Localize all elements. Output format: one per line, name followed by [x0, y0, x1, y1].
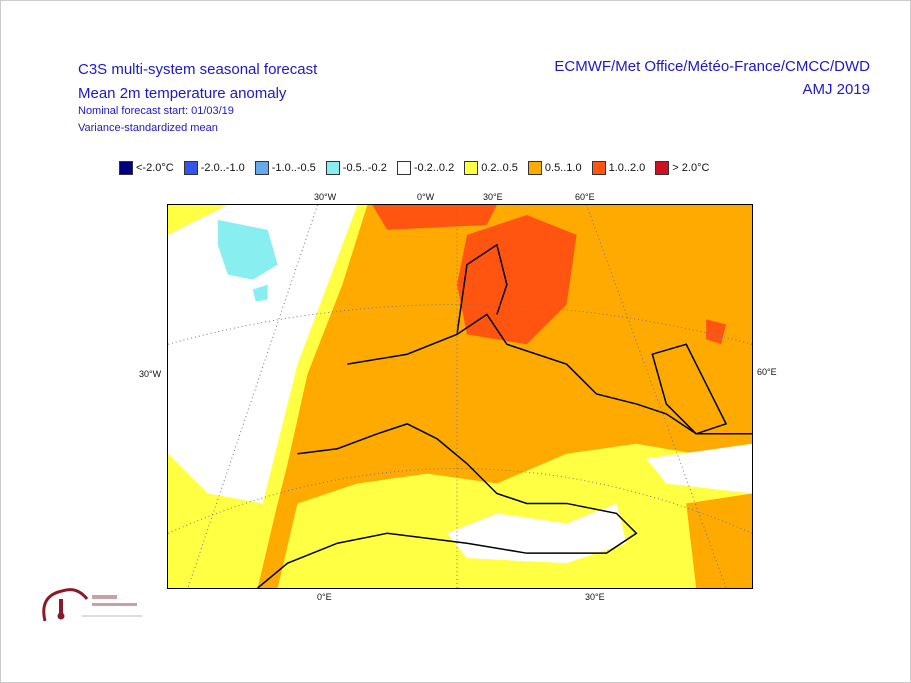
axis-label-bottom: 30°E — [585, 592, 605, 602]
legend-item: -0.5..-0.2 — [325, 161, 387, 175]
legend-swatch — [527, 161, 542, 175]
legend-item: -2.0..-1.0 — [183, 161, 245, 175]
copernicus-climate-logo — [37, 581, 157, 631]
legend: <-2.0°C -2.0..-1.0 -1.0..-0.5 -0.5..-0.2 -0.… — [119, 161, 709, 175]
legend-swatch — [325, 161, 340, 175]
legend-swatch — [655, 161, 670, 175]
method-label: Variance-standardized mean — [78, 122, 218, 134]
legend-swatch — [396, 161, 411, 175]
legend-label: <-2.0°C — [136, 162, 174, 174]
axis-label-top: 30°E — [483, 192, 503, 202]
legend-item: 0.2..0.5 — [464, 161, 518, 175]
legend-label: -0.5..-0.2 — [342, 162, 387, 174]
legend-label: -2.0..-1.0 — [200, 162, 245, 174]
legend-item: <-2.0°C — [119, 161, 174, 175]
neutral-region-mediterranean — [447, 503, 627, 564]
axis-label-right: 60°E — [757, 367, 777, 377]
centres-label: ECMWF/Met Office/Météo-France/CMCC/DWD — [554, 58, 870, 75]
legend-swatch — [464, 161, 479, 175]
legend-label: > 2.0°C — [672, 162, 710, 174]
legend-item: -0.2..0.2 — [396, 161, 455, 175]
legend-swatch — [591, 161, 606, 175]
period-label: AMJ 2019 — [802, 81, 870, 98]
legend-item: 1.0..2.0 — [591, 161, 646, 175]
axis-label-top: 0°W — [417, 192, 435, 202]
neutral-region-atlantic — [168, 205, 358, 504]
graticule — [168, 205, 752, 588]
chart-subtitle: Mean 2m temperature anomaly — [78, 85, 287, 102]
cool-region-atlantic — [217, 219, 278, 280]
climate-service-logo-icon — [42, 588, 142, 622]
legend-item: 0.5..1.0 — [527, 161, 582, 175]
forecast-start: Nominal forecast start: 01/03/19 — [78, 105, 234, 117]
axis-label-left: 30°W — [139, 369, 162, 379]
legend-swatch — [119, 161, 133, 175]
anomaly-map — [167, 204, 753, 589]
legend-label: 1.0..2.0 — [608, 162, 646, 174]
legend-label: -0.2..0.2 — [413, 162, 455, 174]
yellow-region-mediterranean — [277, 443, 752, 588]
legend-swatch — [254, 161, 269, 175]
axis-label-bottom: 0°E — [317, 592, 332, 602]
chart-title: C3S multi-system seasonal forecast — [78, 61, 318, 78]
legend-label: 0.5..1.0 — [544, 162, 582, 174]
coastlines — [257, 243, 752, 588]
axis-label-top: 60°E — [575, 192, 595, 202]
legend-swatch — [183, 161, 198, 175]
legend-label: -1.0..-0.5 — [271, 162, 316, 174]
legend-item: > 2.0°C — [655, 161, 709, 175]
warm-region-scandinavia — [457, 214, 577, 345]
legend-item: -1.0..-0.5 — [254, 161, 316, 175]
axis-label-top: 30°W — [314, 192, 337, 202]
legend-label: 0.2..0.5 — [481, 162, 518, 174]
